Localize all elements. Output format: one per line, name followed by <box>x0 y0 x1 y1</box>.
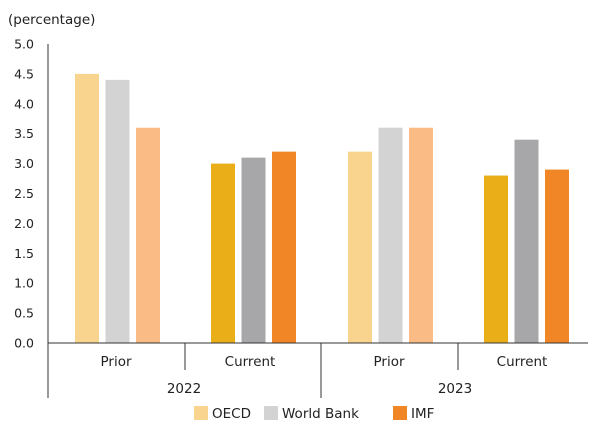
y-axis-unit-label: (percentage) <box>8 12 95 28</box>
y-tick-label: 1.5 <box>14 246 34 261</box>
legend: OECD World Bank IMF <box>194 406 434 422</box>
subgroup-label: Prior <box>100 354 131 370</box>
bar-2022-prior-imf <box>136 127 160 343</box>
y-tick-label: 1.0 <box>14 276 34 291</box>
subgroup-label: Current <box>225 354 276 370</box>
legend-swatch-imf <box>393 406 407 420</box>
y-tick-label: 4.0 <box>14 96 34 111</box>
group-year-label: 2022 <box>167 381 201 397</box>
y-tick-label: 4.5 <box>14 66 34 81</box>
bar-2022-current-world-bank <box>241 157 266 343</box>
legend-label-imf: IMF <box>411 406 434 422</box>
bar-2023-prior-oecd <box>348 151 372 343</box>
y-tick-label: 3.5 <box>14 126 34 141</box>
bars <box>75 73 569 344</box>
bar-2023-prior-world-bank <box>378 127 403 343</box>
y-tick-label: 2.0 <box>14 216 34 231</box>
legend-label-world-bank: World Bank <box>282 406 359 422</box>
bar-2023-current-world-bank <box>514 139 539 343</box>
legend-swatch-oecd <box>194 406 208 420</box>
y-tick-label: 0.5 <box>14 306 34 321</box>
bar-2023-prior-imf <box>409 127 433 343</box>
bar-2022-prior-oecd <box>75 73 99 344</box>
bar-2023-current-oecd <box>484 175 508 343</box>
y-tick-label: 5.0 <box>14 37 34 52</box>
y-tick-label: 3.0 <box>14 156 34 171</box>
bar-2022-prior-world-bank <box>105 79 130 343</box>
y-tick-label: 2.5 <box>14 186 34 201</box>
category-labels: Prior Current 2022 Prior Current 2023 <box>100 354 547 397</box>
bar-2022-current-oecd <box>211 163 235 343</box>
legend-swatch-world-bank <box>264 406 278 420</box>
bar-2023-current-imf <box>545 169 569 343</box>
legend-label-oecd: OECD <box>212 406 251 422</box>
subgroup-label: Prior <box>373 354 404 370</box>
y-tick-label: 0.0 <box>14 336 34 351</box>
axes <box>47 44 588 398</box>
bar-2022-current-imf <box>272 151 296 343</box>
y-axis-ticks: 0.0 0.5 1.0 1.5 2.0 2.5 3.0 3.5 4.0 4.5 5.0 <box>14 37 34 351</box>
group-year-label: 2023 <box>438 381 472 397</box>
subgroup-label: Current <box>497 354 548 370</box>
